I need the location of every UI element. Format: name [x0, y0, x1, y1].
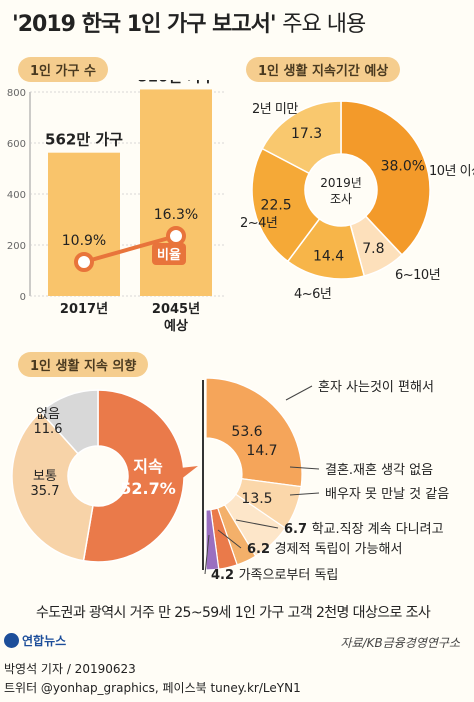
intention-pointer — [180, 466, 198, 480]
reason-leader-lines — [204, 385, 320, 575]
intention-slice — [82, 389, 185, 563]
intention-name-label: 지속 — [133, 457, 163, 476]
reason-slice — [205, 377, 303, 488]
duration-slices — [251, 100, 431, 280]
intention-value-label: 35.7 — [31, 484, 60, 499]
households-chart: 0 200 400 600 800 562만 가구 2017년 810만 가구 2045년예상… — [7, 80, 225, 334]
duration-value-label: 22.5 — [261, 198, 292, 214]
reason-leader — [204, 534, 210, 575]
reason-label: 결혼.재혼 생각 없음 — [325, 463, 433, 478]
household-value-label: 562만 가구 — [45, 131, 123, 149]
yonhap-logo-text: 연합뉴스 — [22, 634, 67, 648]
duration-slice — [261, 100, 342, 175]
byline: 박영석 기자 / 20190623 — [4, 662, 136, 676]
y-tick-label: 400 — [7, 190, 26, 201]
y-tick-label: 600 — [7, 139, 26, 150]
reason-value-label: 13.5 — [241, 491, 272, 507]
y-tick-label: 200 — [7, 241, 26, 252]
duration-section-label: 1인 생활 지속기간 예상 — [246, 57, 401, 82]
households-bars — [48, 89, 212, 296]
reason-value-label: 14.7 — [246, 443, 277, 459]
duration-value-label: 7.8 — [362, 241, 384, 257]
survey-note: 수도권과 광역시 거주 만 25~59세 1인 가구 고객 2천명 대상으로 조… — [36, 605, 431, 621]
reason-label: 6.7 학교.직장 계속 다니려고 — [284, 522, 444, 537]
ratio-line — [74, 226, 186, 272]
ratio-value-label: 16.3% — [154, 207, 198, 223]
reason-label: 혼자 사는것이 편해서 — [318, 380, 434, 395]
intention-slice — [11, 410, 94, 562]
reason-label-text: 경제적 독립이 가능해서 — [275, 542, 403, 557]
duration-label-10y: 10년 이상 — [429, 164, 474, 179]
ratio-value-label: 10.9% — [62, 233, 106, 249]
yonhap-logo-icon — [4, 633, 19, 648]
reason-slices — [205, 377, 303, 571]
household-value-label: 810만 가구 — [137, 80, 215, 85]
social-handles: 트위터 @yonhap_graphics, 페이스북 tuney.kr/LeYN… — [4, 681, 301, 695]
reason-label: 배우자 못 만날 것 같음 — [325, 487, 449, 502]
duration-label-6-10y: 6~10년 — [395, 268, 441, 283]
source-credit: 자료/KB금융경영연구소 — [340, 636, 460, 650]
duration-value-label: 14.4 — [313, 248, 344, 264]
category-label: 예상 — [164, 318, 188, 334]
page-title: '2019 한국 1인 가구 보고서' 주요 내용 — [12, 6, 366, 38]
ratio-point — [166, 226, 186, 246]
reason-leader — [235, 519, 279, 529]
reason-label-text: 학교.직장 계속 다니려고 — [312, 522, 444, 537]
intention-value-label: 52.7% — [120, 479, 176, 498]
duration-label-2y: 2년 미만 — [252, 102, 298, 117]
duration-value-label: 17.3 — [291, 126, 322, 142]
reason-label: 6.2 경제적 독립이 가능해서 — [247, 542, 402, 557]
duration-center-label: 2019년 — [320, 176, 362, 190]
title-sub: 주요 내용 — [282, 12, 366, 37]
duration-center-label: 조사 — [330, 192, 352, 206]
ratio-point — [74, 252, 94, 272]
duration-value-label: 38.0% — [381, 159, 425, 175]
ratio-line-segment — [83, 234, 177, 264]
household-bar — [48, 152, 120, 296]
reason-label-text: 가족으로부터 독립 — [239, 568, 339, 583]
duration-label-2-4y: 2~4년 — [240, 216, 278, 231]
intention-slices — [11, 380, 204, 570]
reason-slice — [205, 509, 220, 571]
reason-value-label: 53.6 — [231, 424, 262, 440]
households-section-label: 1인 가구 수 — [18, 57, 108, 82]
intention-value-label: 11.6 — [34, 422, 63, 437]
duration-slice — [251, 147, 321, 263]
reason-leader — [289, 492, 320, 496]
duration-slice — [340, 100, 431, 256]
reason-leader — [217, 529, 242, 549]
intention-slice — [39, 389, 99, 455]
reason-label: 4.2 가족으로부터 독립 — [211, 568, 338, 583]
intention-name-label: 없음 — [36, 407, 60, 422]
duration-label-4-6y: 4~6년 — [294, 287, 332, 302]
households-y-axis: 0 200 400 600 800 — [7, 88, 225, 303]
ratio-legend-label: 비율 — [157, 247, 181, 263]
intention-name-label: 보통 — [33, 469, 57, 484]
intention-section-label: 1인 생활 지속 의향 — [18, 352, 149, 377]
category-label: 2017년 — [60, 302, 108, 317]
reason-leader — [285, 385, 313, 401]
y-tick-label: 0 — [20, 292, 26, 303]
category-label: 2045년 — [152, 302, 200, 317]
household-bar — [140, 89, 212, 296]
ratio-legend-box — [152, 243, 186, 265]
yonhap-logo: 연합뉴스 — [4, 632, 66, 649]
title-main: '2019 한국 1인 가구 보고서' — [12, 12, 277, 37]
reason-leader — [289, 466, 320, 470]
y-tick-label: 800 — [7, 88, 26, 99]
